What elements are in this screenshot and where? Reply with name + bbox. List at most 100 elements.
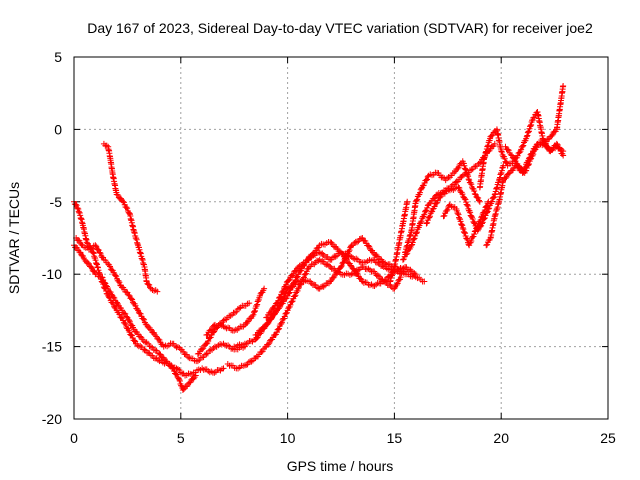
data-point: [278, 320, 285, 327]
data-point: [126, 317, 133, 324]
data-point: [156, 350, 163, 357]
data-point: [542, 140, 549, 147]
data-point: [454, 165, 461, 172]
plot-frame: [73, 56, 609, 420]
series-arc-18: [502, 137, 567, 176]
data-point: [457, 218, 464, 225]
data-point: [271, 311, 278, 318]
data-point: [103, 142, 110, 149]
data-point: [273, 300, 280, 307]
data-point: [408, 242, 415, 249]
data-point: [468, 166, 475, 173]
data-point: [338, 250, 345, 257]
data-point: [525, 161, 532, 168]
data-point: [524, 132, 531, 139]
data-point: [502, 175, 509, 182]
data-point: [476, 198, 483, 205]
data-point: [279, 316, 286, 323]
data-point: [418, 218, 425, 225]
data-point: [258, 348, 265, 355]
data-point: [503, 174, 510, 181]
data-point: [199, 346, 206, 353]
data-point: [456, 185, 463, 192]
data-point: [412, 271, 419, 278]
data-point: [461, 229, 468, 236]
data-point: [473, 224, 480, 231]
data-point: [233, 308, 240, 315]
data-point: [461, 165, 468, 172]
y-tick-label: 5: [54, 49, 62, 65]
data-point: [343, 256, 350, 263]
data-point: [155, 356, 162, 363]
data-point: [207, 327, 214, 334]
data-point: [205, 338, 212, 345]
data-point: [74, 205, 81, 212]
data-point: [156, 336, 163, 343]
data-point: [88, 263, 95, 270]
data-point: [154, 288, 161, 295]
data-point: [472, 227, 479, 234]
data-point: [192, 372, 199, 379]
data-point: [100, 256, 107, 263]
data-point: [83, 239, 90, 246]
data-point: [519, 143, 526, 150]
data-point: [502, 158, 509, 165]
data-point: [282, 310, 289, 317]
data-point: [464, 201, 471, 208]
data-point: [324, 261, 331, 268]
data-point: [441, 212, 448, 219]
data-point: [110, 294, 117, 301]
data-point: [422, 208, 429, 215]
data-point: [469, 215, 476, 222]
data-point: [348, 271, 355, 278]
data-point: [483, 203, 490, 210]
data-point: [292, 292, 299, 299]
data-point: [275, 326, 282, 333]
data-point: [520, 142, 527, 149]
data-point: [478, 214, 485, 221]
data-point: [129, 296, 136, 303]
data-point: [527, 156, 534, 163]
data-point: [145, 349, 152, 356]
data-point: [126, 318, 133, 325]
data-point: [373, 252, 380, 259]
data-point: [409, 239, 416, 246]
data-point: [427, 213, 433, 220]
data-point: [267, 309, 274, 316]
data-point: [484, 200, 491, 207]
data-point: [172, 371, 179, 378]
data-point: [101, 279, 108, 286]
data-point: [202, 351, 209, 358]
data-point: [560, 82, 567, 89]
data-point: [114, 192, 121, 199]
data-point: [152, 347, 159, 354]
x-tick-label: 10: [280, 430, 296, 446]
data-point: [276, 325, 283, 332]
data-point: [88, 265, 95, 272]
data-point: [471, 190, 478, 197]
data-point: [140, 338, 147, 345]
data-point: [530, 151, 537, 158]
data-point: [414, 196, 421, 203]
data-point: [200, 345, 207, 352]
data-point: [455, 184, 462, 191]
data-point: [236, 305, 243, 312]
data-point: [271, 310, 278, 317]
data-point: [404, 250, 411, 257]
x-tick-label: 20: [493, 430, 509, 446]
data-point: [134, 342, 141, 349]
data-point: [185, 354, 192, 361]
data-point: [461, 195, 468, 202]
data-point: [131, 337, 138, 344]
data-point: [467, 179, 474, 186]
data-point: [430, 195, 437, 202]
data-point: [489, 132, 496, 139]
data-point: [132, 302, 139, 309]
series-arc-6: [203, 285, 268, 339]
data-point: [114, 299, 121, 306]
data-point: [366, 243, 373, 250]
data-point: [289, 298, 296, 305]
data-point: [85, 260, 92, 267]
data-point: [245, 318, 252, 325]
data-point: [400, 256, 407, 263]
